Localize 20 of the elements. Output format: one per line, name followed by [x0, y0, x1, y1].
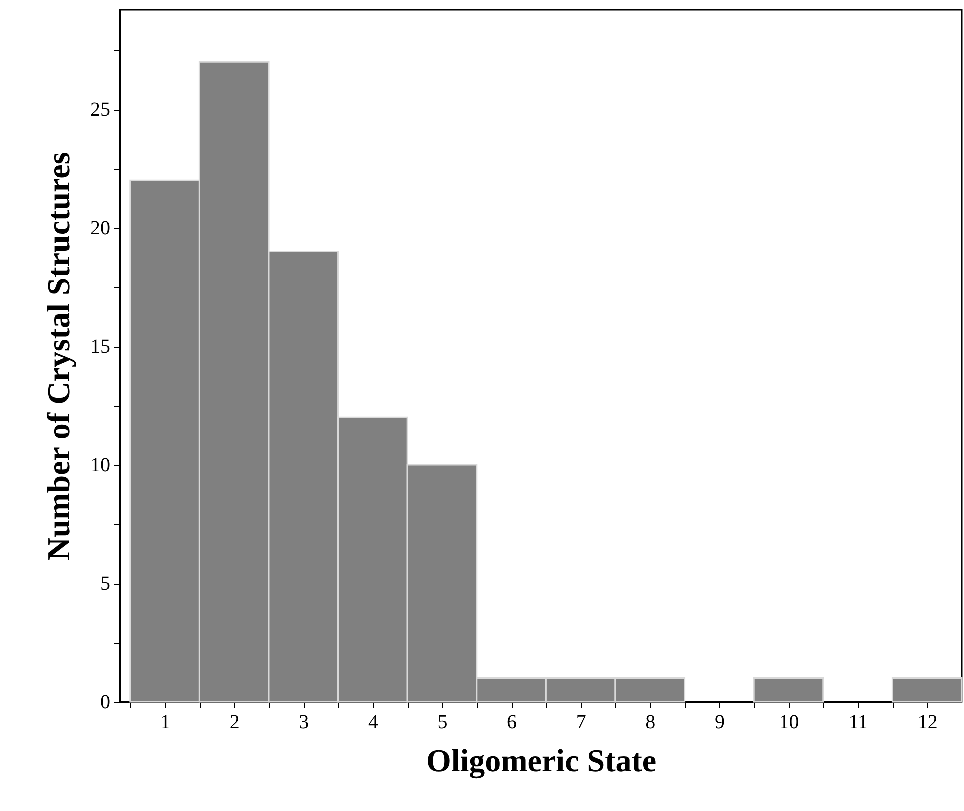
y-tick-label: 0 [100, 692, 110, 714]
x-tick-label: 4 [368, 712, 378, 734]
x-tick-label: 5 [438, 712, 448, 734]
x-tick-label: 7 [576, 712, 586, 734]
x-tick-label: 9 [714, 712, 725, 734]
x-axis-title: Oligomeric State [426, 742, 657, 780]
y-tick-label: 5 [100, 573, 110, 596]
x-tick-label: 11 [848, 712, 868, 734]
x-tick-label: 8 [646, 712, 656, 734]
y-tick-label: 15 [90, 336, 110, 358]
x-tick-label: 2 [230, 712, 240, 734]
x-tick-label: 1 [160, 712, 171, 734]
y-tick-label: 25 [90, 99, 110, 122]
y-tick-label: 20 [90, 218, 110, 240]
x-tick-label: 10 [779, 712, 800, 734]
x-tick-label: 3 [299, 712, 310, 734]
x-tick-label: 6 [507, 712, 518, 734]
x-tick-label: 12 [918, 712, 938, 734]
y-axis-title: Number of Crystal Structures [40, 152, 76, 561]
y-tick-label: 10 [90, 454, 110, 477]
